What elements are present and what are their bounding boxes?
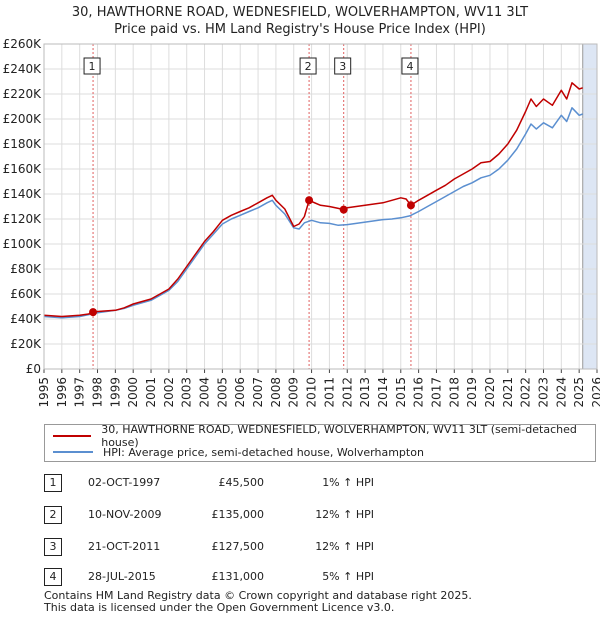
- y-tick-label: £100K: [3, 237, 43, 251]
- y-tick-label: £200K: [3, 112, 43, 126]
- x-tick-label: 2015: [394, 377, 408, 408]
- y-tick-label: £160K: [3, 162, 43, 176]
- x-tick-label: 2022: [519, 377, 533, 408]
- sale-number-badge: 2: [44, 506, 62, 524]
- sale-price: £45,500: [218, 476, 265, 489]
- x-tick-label: 2026: [590, 377, 600, 408]
- x-tick-label: 2001: [144, 377, 158, 408]
- sale-hpi-change: 5% ↑ HPI: [322, 570, 374, 583]
- x-tick-label: 2014: [376, 377, 390, 408]
- sale-row: 1 02-OCT-1997 £45,500 1% ↑ HPI: [44, 474, 484, 492]
- sale-row: 4 28-JUL-2015 £131,000 5% ↑ HPI: [44, 568, 484, 586]
- x-tick-label: 1995: [37, 377, 51, 408]
- y-tick-label: £220K: [3, 87, 43, 101]
- x-tick-label: 2009: [287, 377, 301, 408]
- sale-hpi-change: 12% ↑ HPI: [315, 540, 374, 553]
- x-tick-label: 2017: [429, 377, 443, 408]
- y-tick-label: £60K: [10, 287, 42, 301]
- chart-subtitle: Price paid vs. HM Land Registry's House …: [114, 22, 486, 37]
- legend-item-hpi: HPI: Average price, semi-detached house,…: [53, 444, 424, 460]
- chart-title: 30, HAWTHORNE ROAD, WEDNESFIELD, WOLVERH…: [0, 4, 600, 38]
- sale-marker: [89, 308, 98, 317]
- x-tick-label: 2025: [572, 377, 586, 408]
- hpi-line: [43, 107, 583, 319]
- x-tick-label: 1998: [91, 377, 105, 408]
- sale-date: 21-OCT-2011: [88, 540, 161, 553]
- x-tick-label: 1999: [108, 377, 122, 408]
- sale-price: £135,000: [211, 508, 265, 521]
- x-tick-label: 2024: [554, 377, 568, 408]
- x-tick-label: 2010: [305, 377, 319, 408]
- x-tick-label: 1997: [73, 377, 87, 408]
- x-tick-label: 2012: [340, 377, 354, 408]
- sale-row: 3 21-OCT-2011 £127,500 12% ↑ HPI: [44, 538, 484, 556]
- x-tick-label: 2016: [412, 377, 426, 408]
- event-label: 3: [339, 60, 346, 73]
- sale-price: £131,000: [211, 570, 265, 583]
- x-tick-label: 2020: [483, 377, 497, 408]
- x-tick-label: 2011: [322, 377, 336, 408]
- x-tick-label: 2002: [162, 377, 176, 408]
- legend-swatch-hpi: [53, 451, 93, 453]
- shaded-region: [582, 44, 597, 369]
- sale-date: 02-OCT-1997: [88, 476, 161, 489]
- x-tick-label: 2019: [465, 377, 479, 408]
- sale-hpi-change: 12% ↑ HPI: [315, 508, 374, 521]
- x-tick-label: 2023: [536, 377, 550, 408]
- sale-number-badge: 1: [44, 474, 62, 492]
- sale-row: 2 10-NOV-2009 £135,000 12% ↑ HPI: [44, 506, 484, 524]
- x-tick-label: 2003: [180, 377, 194, 408]
- x-tick-label: 2000: [126, 377, 140, 408]
- sale-price: £127,500: [211, 540, 265, 553]
- event-label-box: [299, 57, 317, 75]
- chart-title-line: 30, HAWTHORNE ROAD, WEDNESFIELD, WOLVERH…: [71, 5, 529, 20]
- legend: 30, HAWTHORNE ROAD, WEDNESFIELD, WOLVERH…: [44, 423, 596, 462]
- sale-marker: [305, 196, 314, 205]
- x-tick-label: 1996: [55, 377, 69, 408]
- legend-label-property: 30, HAWTHORNE ROAD, WEDNESFIELD, WOLVERH…: [101, 423, 577, 449]
- y-tick-label: £180K: [3, 137, 43, 151]
- chart-area: £0 £20K £40K £60K £80K £100K £120K £140K £160K £1…: [3, 37, 600, 408]
- y-tick-label: £260K: [3, 37, 43, 51]
- plot-frame: [43, 43, 598, 370]
- sale-number-badge: 3: [44, 538, 62, 556]
- event-label-box: [401, 57, 419, 75]
- x-tick-label: 2018: [447, 377, 461, 408]
- x-tick-label: 2013: [358, 377, 372, 408]
- y-tick-label: £80K: [10, 262, 42, 276]
- legend-item-property: 30, HAWTHORNE ROAD, WEDNESFIELD, WOLVERH…: [53, 423, 595, 449]
- event-label: 2: [305, 60, 312, 73]
- x-tick-label: 2008: [269, 377, 283, 408]
- sale-hpi-change: 1% ↑ HPI: [322, 476, 374, 489]
- event-label: 1: [89, 60, 96, 73]
- y-tick-label: £40K: [10, 312, 42, 326]
- sale-date: 10-NOV-2009: [88, 508, 162, 521]
- legend-label-hpi: HPI: Average price, semi-detached house,…: [103, 445, 424, 459]
- sale-marker: [406, 201, 415, 210]
- x-tick-label: 2005: [215, 377, 229, 408]
- y-tick-label: £20K: [10, 337, 42, 351]
- event-label-box: [334, 57, 352, 75]
- sale-marker: [339, 205, 348, 214]
- y-tick-label: £140K: [3, 187, 43, 201]
- x-tick-label: 2004: [198, 377, 212, 408]
- footer-line-licence: This data is licensed under the Open Gov…: [44, 601, 395, 614]
- sale-number-badge: 4: [44, 568, 62, 586]
- y-tick-label: £240K: [3, 62, 43, 76]
- sale-date: 28-JUL-2015: [88, 570, 156, 583]
- event-label-box: [83, 57, 101, 75]
- footer-attribution: Contains HM Land Registry data © Crown c…: [44, 590, 472, 614]
- event-label: 4: [406, 60, 413, 73]
- x-tick-label: 2007: [251, 377, 265, 408]
- legend-swatch-property: [53, 435, 92, 437]
- y-tick-label: £0: [26, 362, 41, 376]
- x-tick-label: 2021: [501, 377, 515, 408]
- footer-line-copyright: Contains HM Land Registry data © Crown c…: [44, 589, 472, 602]
- property-price-line: [43, 82, 583, 318]
- x-tick-label: 2006: [233, 377, 247, 408]
- y-tick-label: £120K: [3, 212, 43, 226]
